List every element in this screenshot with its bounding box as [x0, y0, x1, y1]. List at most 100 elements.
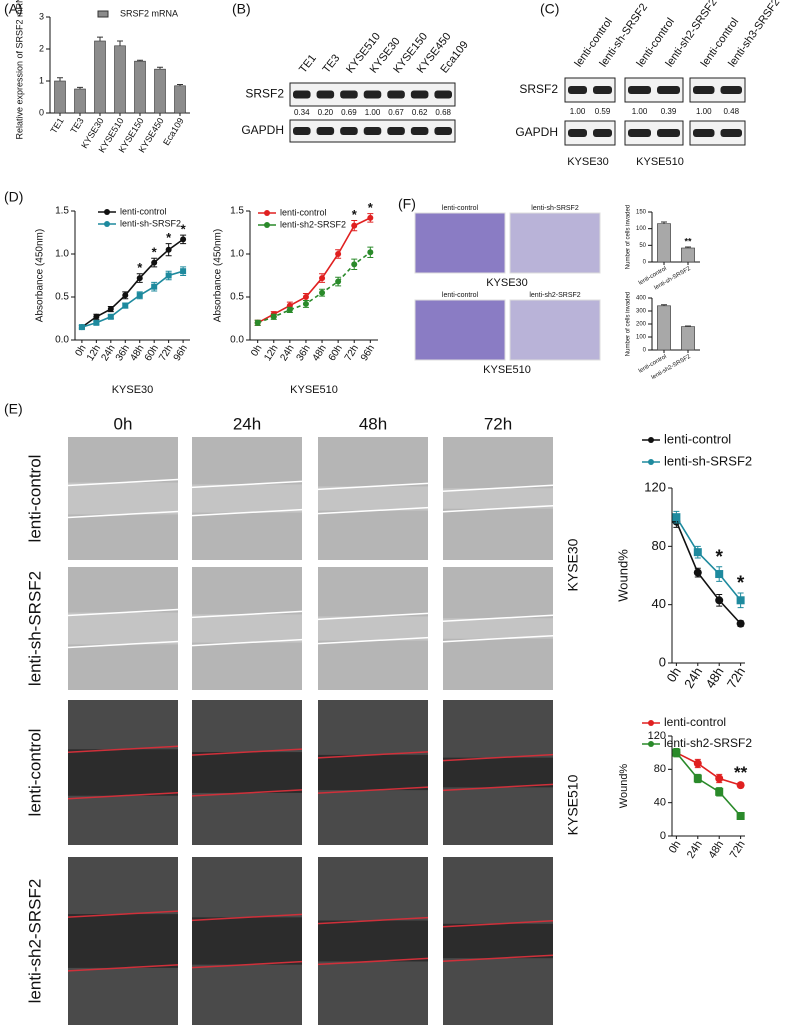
x-tick-label: 12h [85, 343, 103, 363]
blot-band [720, 86, 742, 94]
image-label: lenti-control [442, 205, 479, 212]
x-tick-label: 24h [681, 664, 705, 690]
blot-band [316, 127, 335, 135]
y-tick-label: 200 [636, 322, 647, 328]
wound-gap [192, 484, 302, 513]
x-tick-label: 96h [359, 343, 377, 363]
wound-edge [191, 960, 303, 969]
legend-label: lenti-sh-SRSF2 [120, 218, 181, 228]
band-ratio: 0.62 [412, 108, 428, 117]
line [676, 751, 741, 786]
marker [122, 292, 129, 299]
legend-marker [264, 222, 270, 228]
legend-label: lenti-control [664, 431, 731, 446]
significance-mark: * [352, 207, 358, 222]
legend-marker [648, 437, 654, 443]
x-tick-label: 0h [667, 839, 684, 856]
x-tick-label: 48h [311, 343, 329, 363]
blot-band [363, 90, 382, 99]
bar [54, 80, 66, 114]
x-tick-label: 0h [249, 343, 264, 358]
bar [154, 68, 166, 114]
y-tick-label: 0.0 [55, 335, 69, 346]
error-bar [177, 84, 183, 86]
error-bar [117, 40, 123, 46]
significance-mark: ** [684, 236, 692, 246]
image-label: lenti-sh2-SRSF2 [529, 292, 580, 299]
y-tick-label: 1.0 [230, 249, 244, 260]
x-tick-label: 72h [724, 664, 748, 690]
marker [319, 289, 326, 296]
blot-band [387, 127, 405, 135]
marker [165, 272, 172, 279]
panel-label: (D) [4, 189, 23, 205]
wound-edge [191, 789, 303, 797]
band-ratio: 1.00 [696, 107, 712, 116]
marker [136, 292, 143, 299]
error-bar [661, 221, 667, 224]
x-tick-label: 24h [685, 839, 705, 861]
blot-band [693, 129, 715, 137]
wound-edge [191, 638, 303, 647]
y-tick-label: 1.0 [55, 249, 69, 260]
bar [74, 88, 86, 114]
wound-gap [68, 749, 178, 796]
wound-edge [191, 610, 303, 619]
legend-label: lenti-control [664, 715, 726, 729]
y-axis-label: Relative expression of SRSF2 mRNA [14, 0, 24, 140]
x-tick-label: 72h [728, 839, 748, 861]
marker [286, 306, 293, 313]
error-bar [57, 77, 63, 81]
blot-band [340, 90, 358, 99]
wound-edge [67, 510, 179, 519]
row-label: lenti-control [25, 455, 44, 543]
wound-edge [67, 640, 179, 649]
marker [715, 570, 724, 579]
legend-marker [264, 210, 270, 216]
y-axis-label: Number of cells invaded [626, 205, 632, 269]
band-ratio: 1.00 [570, 107, 586, 116]
band-ratio: 0.69 [341, 108, 357, 117]
time-label: 48h [359, 414, 387, 433]
x-tick-label: 0h [663, 664, 683, 684]
marker [151, 259, 158, 266]
marker [302, 294, 309, 300]
wound-edge [442, 920, 554, 928]
wound-gap [68, 612, 178, 645]
y-axis-label: Absorbance (450nm) [213, 229, 224, 322]
blot-band [293, 90, 311, 99]
wound-gap [443, 488, 553, 509]
wound-gap [318, 616, 428, 641]
x-tick-label: 36h [114, 343, 132, 363]
y-tick-label: 1.5 [230, 206, 244, 217]
blot-band [720, 129, 742, 137]
panel-label: (C) [540, 1, 559, 17]
x-tick-label: TE1 [48, 116, 65, 135]
marker [93, 313, 100, 320]
band-ratio: 0.20 [318, 108, 334, 117]
wound-gap [68, 914, 178, 968]
bar [681, 247, 695, 263]
significance-mark: * [737, 573, 745, 594]
blot-band [693, 86, 715, 94]
panel-label: (A) [4, 1, 23, 17]
cell-line-label: KYSE510 [565, 774, 581, 835]
wound-gap [192, 917, 302, 965]
wound-edge [442, 614, 554, 623]
wound-edge [442, 484, 554, 493]
wound-gap [443, 923, 553, 959]
wound-edge [317, 751, 429, 759]
error-bar [77, 86, 83, 89]
y-tick-label: 150 [636, 210, 647, 216]
y-tick-label: 0 [39, 107, 44, 117]
marker [693, 568, 702, 577]
x-axis-label: KYSE30 [112, 384, 154, 396]
wound-edge [442, 504, 554, 513]
marker [122, 302, 129, 309]
marker [367, 249, 374, 256]
legend-swatch [97, 10, 109, 18]
wound-edge [317, 786, 429, 794]
wound-gap [318, 920, 428, 962]
line [675, 516, 742, 601]
